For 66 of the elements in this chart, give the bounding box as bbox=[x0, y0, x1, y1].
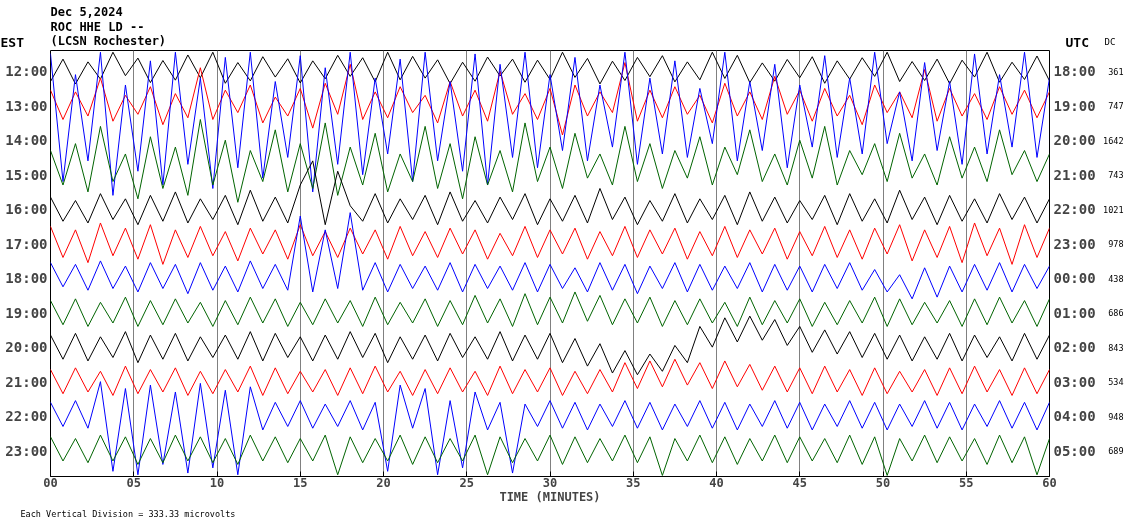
line-series bbox=[50, 291, 1050, 327]
x-tick-label: 10 bbox=[209, 475, 225, 490]
text: 1021 bbox=[1103, 204, 1124, 215]
line-series bbox=[50, 51, 1050, 196]
chart-title: Dec 5,2024 bbox=[50, 4, 123, 19]
x-tick-label: 05 bbox=[126, 475, 141, 490]
text: 689 bbox=[1108, 446, 1124, 457]
y-tick-label: 22:00 bbox=[5, 408, 48, 425]
y-tick-label: 17:00 bbox=[5, 235, 48, 252]
y-tick-label: 20:00 bbox=[5, 339, 48, 356]
text: 948 bbox=[1108, 411, 1124, 422]
y-tick-label: 18:00 bbox=[5, 270, 48, 287]
x-tick-label: 50 bbox=[875, 475, 891, 490]
y2-tick-label: 22:00 bbox=[1053, 201, 1096, 218]
y-axis-title: EST bbox=[0, 34, 25, 50]
text: 438 bbox=[1108, 273, 1124, 284]
x-tick-label: 60 bbox=[1042, 475, 1057, 490]
y-tick-label: 15:00 bbox=[5, 166, 48, 183]
y2-tick-label: 05:00 bbox=[1053, 442, 1096, 459]
y2-tick-label: 02:00 bbox=[1053, 339, 1096, 356]
text: Each Vertical Division = 333.33 microvolts bbox=[20, 508, 236, 519]
y-tick-label: 14:00 bbox=[5, 132, 48, 149]
y2-tick-label: 04:00 bbox=[1053, 408, 1096, 425]
y-tick-label: 16:00 bbox=[5, 201, 48, 218]
line-series bbox=[50, 212, 1050, 300]
line-series bbox=[50, 434, 1050, 476]
x-tick-label: 35 bbox=[626, 475, 641, 490]
x-tick-label: 15 bbox=[293, 475, 308, 490]
x-tick-label: 00 bbox=[43, 475, 58, 490]
y2-tick-label: 18:00 bbox=[1053, 63, 1096, 80]
x-tick-label: 30 bbox=[542, 475, 558, 490]
y2-tick-label: 20:00 bbox=[1053, 132, 1096, 149]
text: 978 bbox=[1108, 239, 1124, 250]
x-tick-label: 55 bbox=[959, 475, 974, 490]
y-tick-label: 23:00 bbox=[5, 442, 48, 459]
x-tick-label: 40 bbox=[709, 475, 724, 490]
y2-axis-title: UTC bbox=[1065, 34, 1089, 50]
y-tick-label: 21:00 bbox=[5, 373, 48, 390]
line-series bbox=[50, 358, 1050, 396]
y2-tick-label: 19:00 bbox=[1053, 97, 1096, 114]
y-tick-label: 13:00 bbox=[5, 97, 48, 114]
text: 534 bbox=[1108, 377, 1124, 388]
y2-tick-label: 00:00 bbox=[1053, 270, 1096, 287]
text: DC bbox=[1104, 36, 1116, 47]
line-series bbox=[50, 222, 1050, 265]
y2-tick-label: 01:00 bbox=[1053, 304, 1096, 321]
x-axis-title: TIME (MINUTES) bbox=[499, 489, 601, 504]
x-tick-label: 25 bbox=[459, 475, 474, 490]
x-tick-label: 20 bbox=[376, 475, 391, 490]
x-tick-label: 45 bbox=[792, 475, 807, 490]
line-series bbox=[50, 381, 1050, 476]
text: 686 bbox=[1108, 308, 1124, 319]
chart-subtitle: ROC HHE LD -- bbox=[50, 19, 145, 34]
text: 843 bbox=[1108, 342, 1124, 353]
text: 743 bbox=[1108, 170, 1124, 181]
text: 747 bbox=[1108, 101, 1124, 112]
text: (LCSN Rochester) bbox=[50, 33, 167, 48]
text: 361 bbox=[1108, 66, 1124, 77]
y-tick-label: 12:00 bbox=[5, 63, 48, 80]
line-series bbox=[50, 62, 1050, 136]
y2-tick-label: 23:00 bbox=[1053, 235, 1096, 252]
y-tick-label: 19:00 bbox=[5, 304, 48, 321]
y2-tick-label: 03:00 bbox=[1053, 373, 1096, 390]
y2-tick-label: 21:00 bbox=[1053, 166, 1096, 183]
line-series bbox=[50, 118, 1050, 203]
text: 1642 bbox=[1103, 135, 1124, 146]
